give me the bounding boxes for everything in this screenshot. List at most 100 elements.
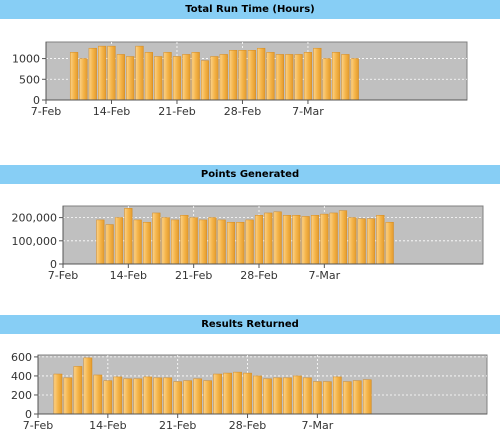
bar [144, 52, 153, 101]
bar [198, 219, 208, 265]
bar [143, 376, 153, 415]
bar [153, 377, 163, 415]
bar [217, 219, 226, 265]
bar [313, 47, 322, 101]
bar [116, 54, 125, 101]
bar [88, 47, 97, 101]
y-tick-label: 0 [33, 94, 40, 107]
bar [161, 217, 170, 265]
y-tick-label: 0 [50, 258, 57, 271]
bar [332, 376, 342, 415]
bar [313, 381, 322, 415]
chart-runtime: 0 500 1000 7-Feb 14-Feb 21-Feb 28-Feb 7-Mar [12, 41, 468, 118]
chart-points: 0 100,000 200,000 7-Feb 14-Feb 21-Feb 28-Feb 7-… [12, 205, 484, 282]
bar [331, 52, 341, 101]
x-tick-label: 7-Mar [292, 105, 324, 118]
bar [173, 381, 183, 415]
bar [292, 215, 301, 265]
bar [180, 215, 189, 265]
bar [352, 380, 362, 415]
bar [323, 381, 332, 415]
bar [273, 211, 282, 265]
bar [285, 54, 294, 101]
bar [264, 212, 273, 265]
bar [191, 52, 200, 101]
bar [152, 212, 161, 265]
bar [126, 56, 135, 101]
bar [233, 371, 242, 415]
bar [263, 378, 272, 415]
bar [243, 372, 252, 415]
bar [96, 219, 105, 265]
bar [189, 217, 198, 265]
bar [338, 210, 348, 265]
bar [79, 58, 88, 101]
bar [376, 215, 385, 265]
chart-title-points: Points Generated [0, 165, 500, 184]
bar [253, 375, 262, 415]
bar [301, 216, 310, 265]
bar [238, 50, 247, 101]
bar [219, 54, 228, 101]
bar [303, 377, 312, 415]
x-tick-label: 7-Feb [31, 105, 61, 118]
bar [123, 378, 133, 415]
bar [133, 378, 143, 415]
bar [342, 381, 352, 415]
bar [124, 208, 133, 265]
bar [293, 375, 302, 415]
bar [385, 221, 394, 265]
y-tick-label: 100,000 [12, 235, 58, 248]
bar [229, 50, 238, 101]
chart-panel-points: Points Generated 0 100,000 200,000 7-Feb 14-… [0, 165, 500, 290]
bar [303, 52, 313, 101]
y-tick-label: 600 [11, 351, 32, 364]
x-tick-label: 28-Feb [224, 105, 261, 118]
x-tick-label: 21-Feb [159, 419, 196, 432]
bar [282, 215, 292, 265]
bar [283, 377, 292, 415]
bar [362, 379, 372, 415]
x-tick-label: 21-Feb [158, 105, 195, 118]
y-tick-label: 500 [19, 73, 40, 86]
bar [193, 378, 202, 415]
bar [135, 45, 144, 101]
y-tick-label: 1000 [12, 53, 40, 66]
bar [63, 377, 73, 415]
bar [107, 45, 116, 101]
bar [93, 374, 103, 415]
x-tick-label: 14-Feb [110, 269, 147, 282]
bar [170, 219, 180, 265]
bar [341, 54, 350, 101]
chart-title-results: Results Returned [0, 315, 500, 334]
bar [53, 373, 63, 415]
bar [154, 56, 163, 101]
plot-area [45, 41, 468, 101]
bar [245, 219, 254, 265]
bar [208, 217, 217, 265]
bar [322, 58, 331, 101]
bar [203, 380, 212, 415]
bar [236, 221, 245, 265]
x-tick-label: 21-Feb [175, 269, 212, 282]
bar [83, 357, 93, 415]
bar [254, 215, 264, 265]
bar [69, 52, 79, 101]
bar [113, 376, 123, 415]
bar [329, 212, 338, 265]
bar [223, 372, 232, 415]
bar [350, 58, 359, 101]
bar [257, 47, 266, 101]
bar [275, 54, 284, 101]
x-tick-label: 28-Feb [240, 269, 277, 282]
chart-results: 0 200 400 600 7-Feb 14-Feb 21-Feb 28-Feb 7-Mar [11, 351, 488, 432]
bar [133, 219, 142, 265]
y-tick-label: 200 [11, 389, 32, 402]
bar [357, 218, 366, 265]
x-tick-label: 14-Feb [89, 419, 126, 432]
bar [182, 54, 191, 101]
bar [294, 54, 303, 101]
bar [172, 56, 182, 101]
bar [200, 60, 210, 101]
y-tick-label: 200,000 [12, 212, 58, 225]
